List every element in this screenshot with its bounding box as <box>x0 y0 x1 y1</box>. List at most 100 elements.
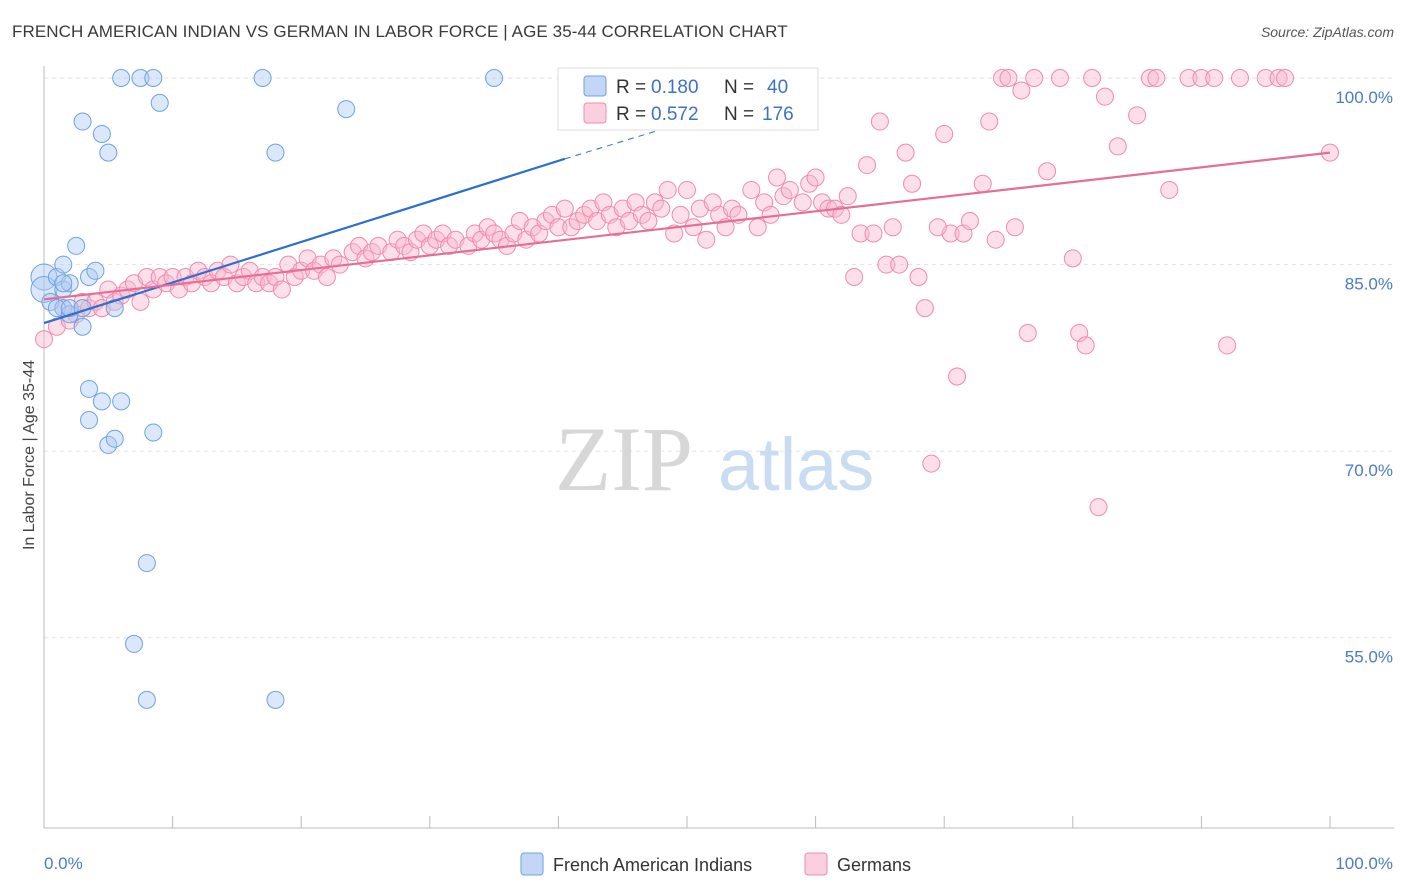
german-point-156 <box>1147 69 1166 87</box>
y-axis-label: In Labor Force | Age 35-44 <box>21 360 38 550</box>
german-point-92 <box>652 199 671 218</box>
french-point-36 <box>266 690 285 709</box>
german-point-94 <box>665 224 684 243</box>
german-point-155 <box>1140 69 1159 87</box>
german-point-149 <box>1076 336 1095 355</box>
german-point-141 <box>999 69 1018 87</box>
german-point-168 <box>928 218 947 237</box>
german-point-159 <box>1192 69 1211 87</box>
german-point-95 <box>671 205 690 224</box>
german-point-0 <box>35 330 53 349</box>
french-point-38 <box>485 69 504 87</box>
german-point-130 <box>909 268 928 286</box>
german-point-167 <box>980 112 999 131</box>
german-point-138 <box>973 174 992 193</box>
y-tick-label-3: 55.0% <box>1345 648 1393 667</box>
french-point-39 <box>54 274 73 293</box>
german-point-129 <box>903 174 922 193</box>
bottom-legend-label-german: Germans <box>837 855 911 875</box>
german-point-97 <box>684 218 703 237</box>
legend-r-value-german: 0.572 <box>651 104 699 125</box>
french-point-13 <box>73 317 92 336</box>
german-point-145 <box>1038 162 1057 181</box>
french-trend-extension <box>564 117 701 160</box>
german-point-76 <box>549 218 568 237</box>
german-point-153 <box>1108 137 1127 156</box>
french-point-11 <box>67 236 86 255</box>
german-point-96 <box>678 180 696 199</box>
french-trend-line <box>43 157 566 325</box>
german-point-43 <box>317 268 336 286</box>
german-point-109 <box>768 168 787 187</box>
german-point-137 <box>960 212 979 231</box>
legend-n-label-french: N = <box>724 77 754 98</box>
watermark-atlas: atlas <box>718 423 874 506</box>
legend-r-value-french: 0.180 <box>651 77 699 98</box>
french-point-26 <box>112 392 131 411</box>
german-point-157 <box>1160 180 1179 199</box>
german-point-111 <box>780 180 799 199</box>
german-point-151 <box>1089 498 1108 517</box>
french-point-37 <box>337 100 356 119</box>
french-point-35 <box>266 143 285 162</box>
legend-swatch-german <box>583 102 607 124</box>
french-point-29 <box>137 690 156 709</box>
german-point-147 <box>1063 249 1082 268</box>
bottom-legend: French American Indians Germans <box>520 852 911 876</box>
german-point-121 <box>851 224 870 243</box>
german-points <box>35 69 1339 517</box>
french-point-19 <box>92 124 111 143</box>
german-point-131 <box>915 299 934 318</box>
french-point-33 <box>125 634 144 653</box>
french-point-25 <box>112 69 131 87</box>
source-label: Source: ZipAtlas.com <box>1260 24 1394 40</box>
french-point-30 <box>144 423 163 442</box>
german-point-106 <box>748 218 767 237</box>
french-point-32 <box>150 93 169 112</box>
french-point-8 <box>60 274 79 293</box>
french-point-27 <box>131 69 150 87</box>
german-point-14 <box>131 292 150 311</box>
german-point-99 <box>697 230 716 249</box>
y-tick-label-1: 85.0% <box>1345 275 1393 294</box>
axes <box>43 66 1394 829</box>
french-point-28 <box>137 554 156 573</box>
x-tick-labels: 0.0% 100.0% <box>44 854 1393 873</box>
trend-lines <box>43 117 1331 325</box>
german-point-36 <box>272 280 291 299</box>
german-point-125 <box>877 255 896 274</box>
german-point-132 <box>922 454 941 473</box>
x-tick-label-1: 100.0% <box>1335 854 1393 873</box>
german-point-163 <box>1256 69 1275 87</box>
german-point-169 <box>1005 218 1024 237</box>
legend-n-value-french: 40 <box>767 77 788 98</box>
german-point-126 <box>883 218 902 237</box>
grid-lines <box>44 77 1394 639</box>
french-point-21 <box>99 143 118 162</box>
german-point-120 <box>845 268 864 286</box>
y-tick-label-0: 100.0% <box>1335 88 1393 107</box>
german-point-114 <box>806 168 825 187</box>
german-point-152 <box>1095 87 1114 106</box>
german-point-139 <box>986 230 1005 249</box>
german-point-105 <box>742 180 761 199</box>
german-trend-line <box>43 151 1331 301</box>
x-tick-label-0: 0.0% <box>44 854 83 873</box>
legend-box: R = 0.180 N = 40 R = 0.572 N = 176 <box>557 67 819 131</box>
legend-r-label-french: R = <box>616 77 646 98</box>
french-point-34 <box>253 69 272 87</box>
french-point-23 <box>105 429 124 448</box>
german-point-90 <box>639 212 658 231</box>
legend-n-value-german: 176 <box>762 104 794 125</box>
french-point-10 <box>60 299 79 318</box>
german-point-143 <box>1018 323 1037 342</box>
german-point-160 <box>1205 69 1224 87</box>
german-point-162 <box>1230 69 1249 87</box>
german-point-128 <box>896 143 915 162</box>
french-point-20 <box>92 392 111 411</box>
german-point-124 <box>870 112 889 131</box>
german-point-154 <box>1128 106 1147 125</box>
french-points <box>30 69 504 709</box>
french-point-18 <box>86 261 105 280</box>
